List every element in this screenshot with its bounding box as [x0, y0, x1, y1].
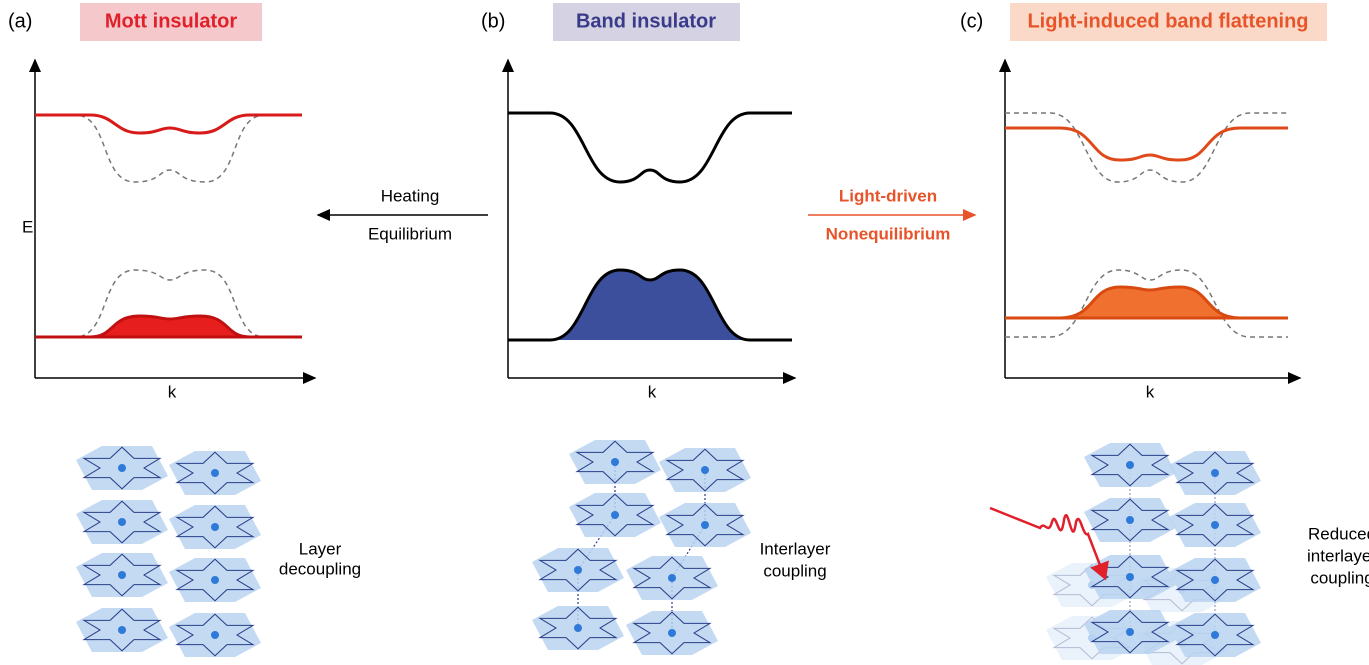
band-plot	[1005, 60, 1300, 378]
band-plot	[35, 60, 315, 378]
caption: Interlayer	[760, 539, 831, 558]
caption: Layer	[299, 539, 342, 558]
panel-title: Band insulator	[576, 10, 716, 32]
lattice	[532, 440, 751, 655]
axis-label: E	[22, 217, 33, 236]
panel-label: (b)	[481, 10, 505, 32]
figure: (a) Mott insulator (b) Band insulator (c…	[0, 0, 1369, 665]
axis-label: k	[168, 382, 177, 401]
panel-title: Light-induced band flattening	[1027, 10, 1308, 32]
band-plot	[508, 60, 795, 378]
caption: interlayer	[1307, 546, 1369, 565]
axis-label: k	[1146, 382, 1155, 401]
arrow-label: Nonequilibrium	[826, 224, 951, 243]
panel-title: Mott insulator	[105, 10, 237, 32]
axis-label: k	[648, 382, 657, 401]
panel-label: (c)	[960, 10, 983, 32]
caption: coupling	[763, 561, 826, 580]
panel-label: (a)	[8, 10, 32, 32]
lattice	[990, 443, 1261, 665]
arrow-label: Light-driven	[839, 186, 937, 205]
caption: coupling	[1310, 568, 1369, 587]
lattice	[76, 446, 261, 657]
arrow-label: Equilibrium	[368, 224, 452, 243]
arrow-label: Heating	[381, 186, 440, 205]
caption: decoupling	[279, 559, 361, 578]
caption: Reduced	[1308, 524, 1369, 543]
